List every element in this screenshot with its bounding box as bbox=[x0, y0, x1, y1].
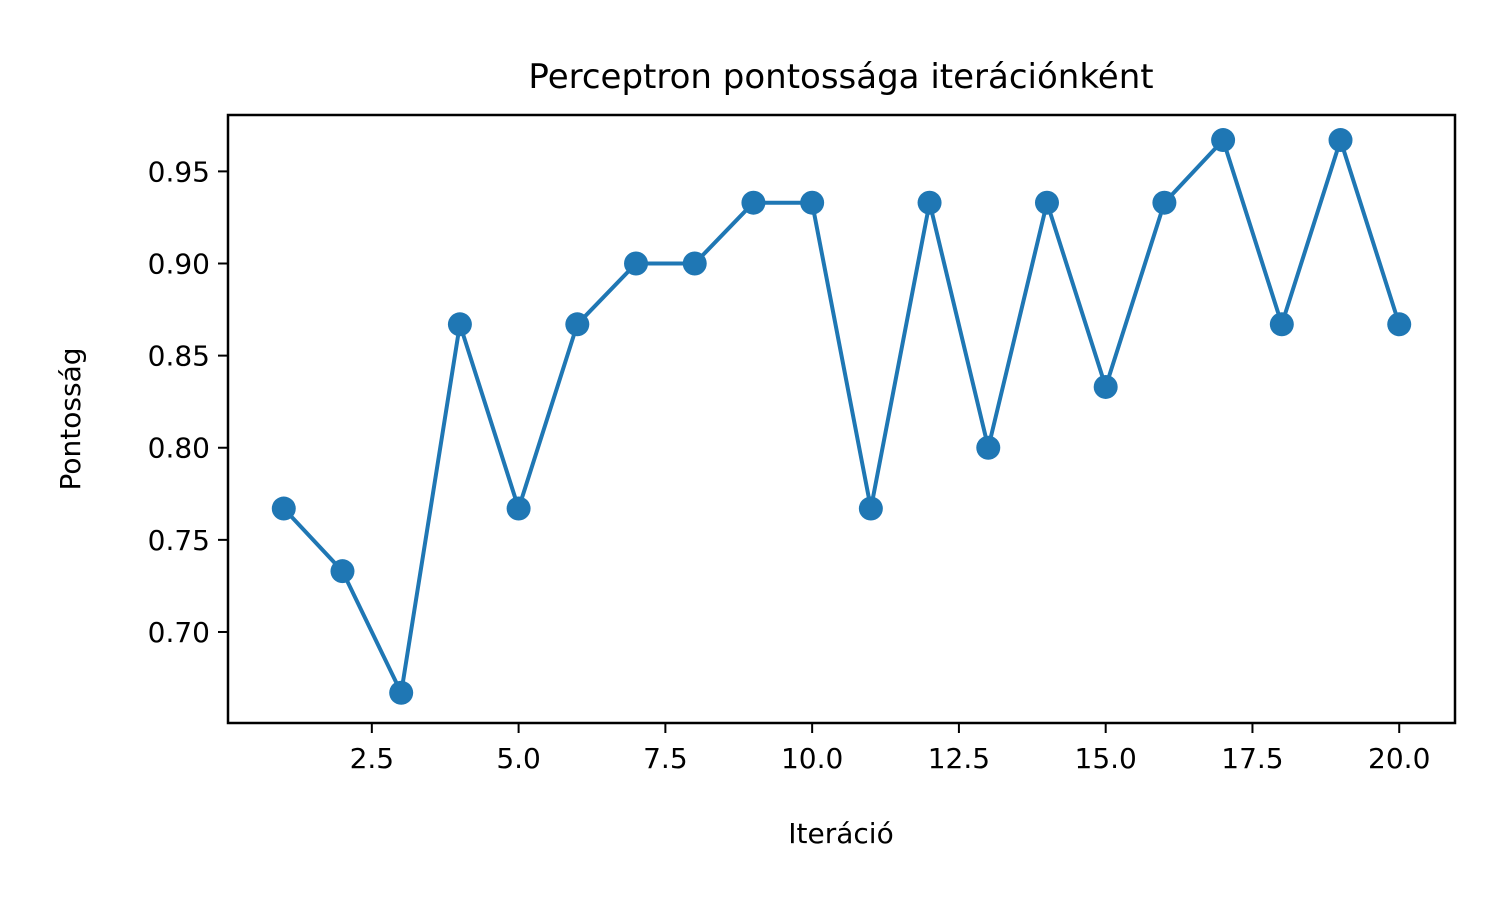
y-tick-label: 0.95 bbox=[148, 155, 210, 188]
y-tick-label: 0.90 bbox=[148, 247, 210, 280]
data-point bbox=[1387, 312, 1412, 337]
data-point bbox=[624, 251, 649, 276]
data-point bbox=[506, 496, 531, 521]
data-point bbox=[1269, 312, 1294, 337]
plot-frame bbox=[226, 113, 1457, 725]
x-axis: 2.5 5.0 7.5 10.0 12.5 15.0 17.5 20.0 bbox=[350, 723, 1430, 775]
data-point bbox=[1093, 374, 1118, 399]
data-point bbox=[330, 559, 355, 584]
data-point bbox=[271, 496, 296, 521]
data-point bbox=[565, 312, 590, 337]
data-point bbox=[741, 190, 766, 215]
x-tick-label: 20.0 bbox=[1368, 742, 1430, 775]
y-tick-label: 0.85 bbox=[148, 340, 210, 373]
x-tick-label: 17.5 bbox=[1221, 742, 1283, 775]
x-axis-label: Iteráció bbox=[788, 817, 893, 850]
data-point bbox=[682, 251, 707, 276]
data-point bbox=[389, 680, 414, 705]
x-tick-label: 5.0 bbox=[496, 742, 541, 775]
data-point bbox=[800, 190, 825, 215]
x-tick-label: 2.5 bbox=[350, 742, 395, 775]
data-point bbox=[1034, 190, 1059, 215]
y-axis: 0.70 0.75 0.80 0.85 0.90 0.95 bbox=[148, 155, 228, 649]
chart-title: Perceptron pontossága iterációnként bbox=[528, 57, 1153, 97]
data-point bbox=[976, 435, 1001, 460]
plot-area bbox=[271, 128, 1412, 705]
data-point bbox=[858, 496, 883, 521]
series-line bbox=[282, 138, 1402, 695]
x-tick-label: 10.0 bbox=[781, 742, 843, 775]
data-point bbox=[1211, 128, 1236, 153]
data-point bbox=[917, 190, 942, 215]
y-tick-label: 0.75 bbox=[148, 524, 210, 557]
data-point bbox=[1328, 128, 1353, 153]
x-tick-label: 12.5 bbox=[928, 742, 990, 775]
x-tick-label: 7.5 bbox=[643, 742, 688, 775]
y-axis-label: Pontosság bbox=[54, 348, 87, 491]
data-point bbox=[1152, 190, 1177, 215]
y-tick-label: 0.70 bbox=[148, 616, 210, 649]
y-tick-label: 0.80 bbox=[148, 432, 210, 465]
data-point bbox=[447, 312, 472, 337]
x-tick-label: 15.0 bbox=[1075, 742, 1137, 775]
